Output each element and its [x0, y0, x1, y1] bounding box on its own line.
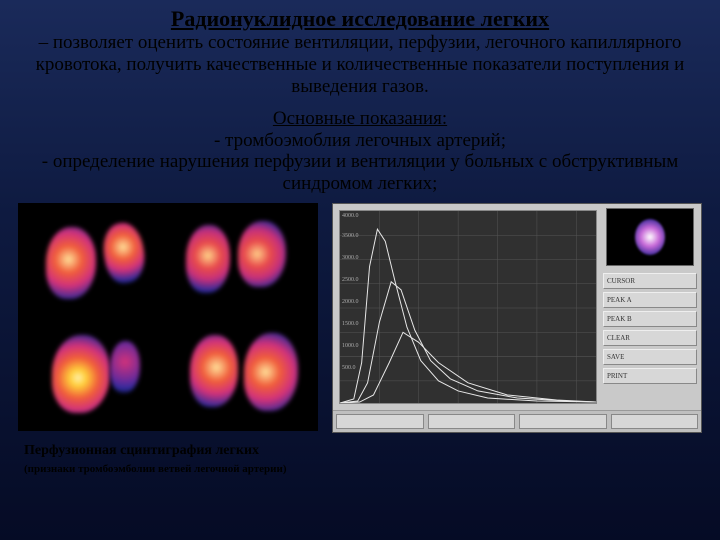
scinti-view-2: [168, 203, 318, 317]
chart-button[interactable]: CURSOR: [603, 273, 697, 289]
chart-footer-field[interactable]: [519, 414, 607, 429]
figure-subcaption: (признаки тромбоэмболии ветвей легочной …: [0, 463, 720, 475]
scintigraphy-panel: [18, 203, 318, 431]
ytick: 1500.0: [342, 321, 359, 327]
chart-side-controls: CURSOR PEAK A PEAK B CLEAR SAVE PRINT: [603, 204, 701, 410]
figure-row: 4000.0 3500.0 3000.0 2500.0 2000.0 1500.…: [0, 195, 720, 433]
ytick: 500.0: [342, 365, 356, 371]
chart-thumbnail: [606, 208, 694, 266]
chart-button[interactable]: PEAK A: [603, 292, 697, 308]
chart-footer-field[interactable]: [611, 414, 699, 429]
ytick: 4000.0: [342, 213, 359, 219]
curve-3: [340, 332, 596, 403]
figure-caption: Перфузионная сцинтиграфия легких: [0, 443, 720, 459]
chart-button[interactable]: PEAK B: [603, 311, 697, 327]
chart-footer-field[interactable]: [428, 414, 516, 429]
curve-1: [340, 229, 596, 403]
ytick: 1000.0: [342, 343, 359, 349]
slide-title: Радионуклидное исследование легких: [0, 0, 720, 32]
indication-item: - определение нарушения перфузии и венти…: [24, 151, 696, 195]
chart-button[interactable]: SAVE: [603, 349, 697, 365]
indications-list: - тромбоэмоблия легочных артерий; - опре…: [0, 130, 720, 196]
ytick: 3500.0: [342, 233, 359, 239]
ytick: 2000.0: [342, 299, 359, 305]
scinti-view-4: [168, 317, 318, 431]
indication-item: - тромбоэмоблия легочных артерий;: [24, 130, 696, 152]
curve-plot: 4000.0 3500.0 3000.0 2500.0 2000.0 1500.…: [339, 210, 597, 404]
ytick: 2500.0: [342, 277, 359, 283]
chart-panel: 4000.0 3500.0 3000.0 2500.0 2000.0 1500.…: [332, 203, 702, 433]
ytick: 3000.0: [342, 255, 359, 261]
scinti-view-1: [18, 203, 168, 317]
slide-description: – позволяет оценить состояние вентиляции…: [0, 32, 720, 98]
scinti-view-3: [18, 317, 168, 431]
indications-heading: Основные показания:: [0, 108, 720, 130]
chart-button[interactable]: CLEAR: [603, 330, 697, 346]
chart-footer-field[interactable]: [336, 414, 424, 429]
chart-footer: [333, 410, 701, 432]
chart-button[interactable]: PRINT: [603, 368, 697, 384]
